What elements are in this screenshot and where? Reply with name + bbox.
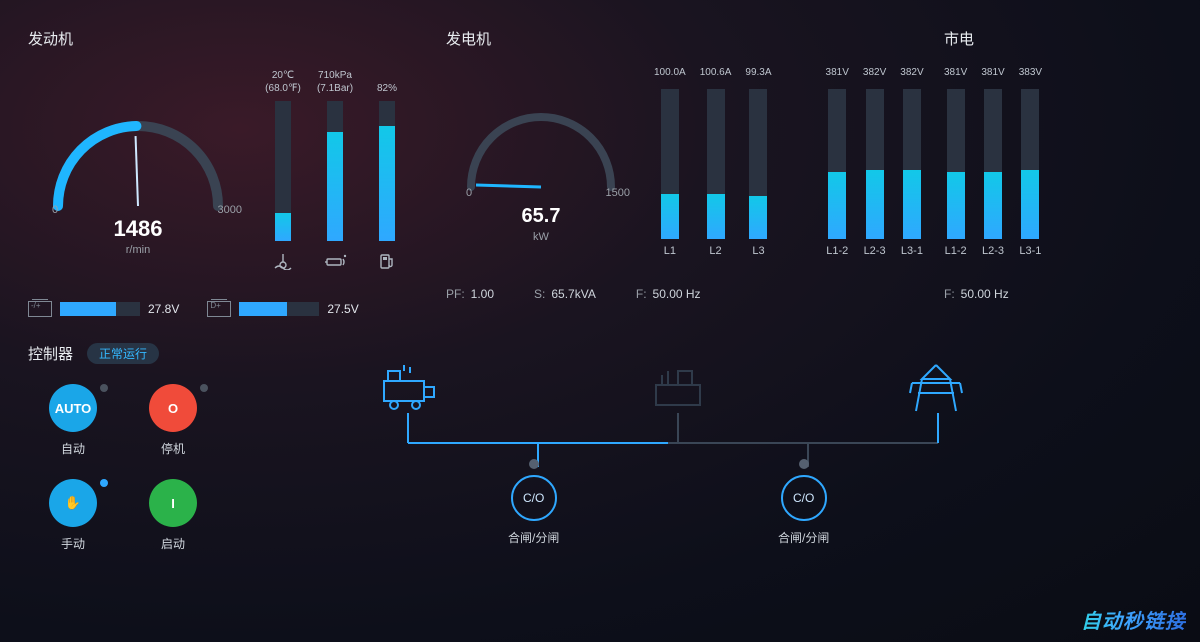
- battery-icon: -/+: [28, 301, 52, 317]
- watermark: 自动秒链接: [1081, 605, 1186, 634]
- controller-title: 控制器: [28, 343, 73, 364]
- rpm-max: 3000: [218, 204, 242, 216]
- grid-icon: [908, 363, 964, 416]
- engine-rpm-gauge: 0 3000 1486 r/min: [28, 96, 248, 271]
- pf-info: PF:1.00: [446, 287, 494, 301]
- gen-volt-bar-1: 382V L2-3: [863, 67, 886, 257]
- engine-bar-2: 82%: [366, 67, 408, 271]
- gen-f-info: F:50.00 Hz: [636, 287, 701, 301]
- gen-curr-bar-2: 99.3A L3: [745, 67, 771, 257]
- load-icon: [648, 365, 708, 414]
- status-badge: 正常运行: [87, 343, 159, 364]
- generator-kw-gauge: 0 1500 65.7 kW: [446, 87, 636, 257]
- oil-icon: [323, 251, 347, 271]
- kw-max: 1500: [606, 187, 630, 199]
- gen-curr-bar-1: 100.6A L2: [700, 67, 732, 257]
- manual-button[interactable]: ✋ 手动: [28, 479, 118, 552]
- controller-panel: 控制器 正常运行 AUTO 自动 O 停机 ✋ 手动 I 启动: [28, 343, 288, 552]
- gen-volt-bar-0: 381V L1-2: [826, 67, 849, 257]
- mains-volt-bar-2: 383V L3-1: [1019, 67, 1042, 257]
- s-info: S:65.7kVA: [534, 287, 596, 301]
- kw-min: 0: [466, 187, 472, 199]
- breaker-1[interactable]: C/O 合闸/分闸: [778, 459, 829, 546]
- engine-title: 发动机: [28, 28, 428, 49]
- rpm-unit: r/min: [28, 244, 248, 256]
- engine-bar-1: 710kPa(7.1Bar): [314, 67, 356, 271]
- start-button[interactable]: I 启动: [128, 479, 218, 552]
- mains-volt-bar-1: 381V L2-3: [981, 67, 1004, 257]
- rpm-value: 1486: [28, 216, 248, 242]
- battery-0: -/+ 27.8V: [28, 301, 179, 317]
- gen-volt-bar-2: 382V L3-1: [900, 67, 923, 257]
- generator-title: 发电机: [446, 28, 926, 49]
- generator-panel: 发电机 0 1500 65.7 kW 100.0A L1 100.6A L2: [446, 28, 926, 317]
- stop-button[interactable]: O 停机: [128, 384, 218, 457]
- rpm-min: 0: [52, 204, 58, 216]
- engine-bar-0: 20℃(68.0℉): [262, 67, 304, 271]
- mains-panel: 市电 381V L1-2 381V L2-3 383V L3-1 F:50.00…: [944, 28, 1180, 317]
- fuel-icon: [378, 251, 396, 271]
- genset-icon: [378, 363, 438, 414]
- breaker-0[interactable]: C/O 合闸/分闸: [508, 459, 559, 546]
- gen-curr-bar-0: 100.0A L1: [654, 67, 686, 257]
- battery-icon: D+: [207, 301, 231, 317]
- engine-panel: 发动机 0 3000 1486 r/min 20℃(68.0℉) 710kPa(…: [28, 28, 428, 317]
- mains-title: 市电: [944, 28, 1180, 49]
- indicator-dot: [100, 479, 108, 487]
- kw-value: 65.7: [446, 205, 636, 228]
- mains-f-info: F:50.00 Hz: [944, 287, 1009, 301]
- power-diagram: C/O 合闸/分闸 C/O 合闸/分闸: [348, 363, 1172, 563]
- indicator-dot: [100, 384, 108, 392]
- mains-volt-bar-0: 381V L1-2: [944, 67, 967, 257]
- temp-icon: [273, 251, 293, 271]
- battery-1: D+ 27.5V: [207, 301, 358, 317]
- breaker-dot: [529, 459, 539, 469]
- indicator-dot: [200, 384, 208, 392]
- kw-unit: kW: [446, 231, 636, 243]
- breaker-dot: [799, 459, 809, 469]
- auto-button[interactable]: AUTO 自动: [28, 384, 118, 457]
